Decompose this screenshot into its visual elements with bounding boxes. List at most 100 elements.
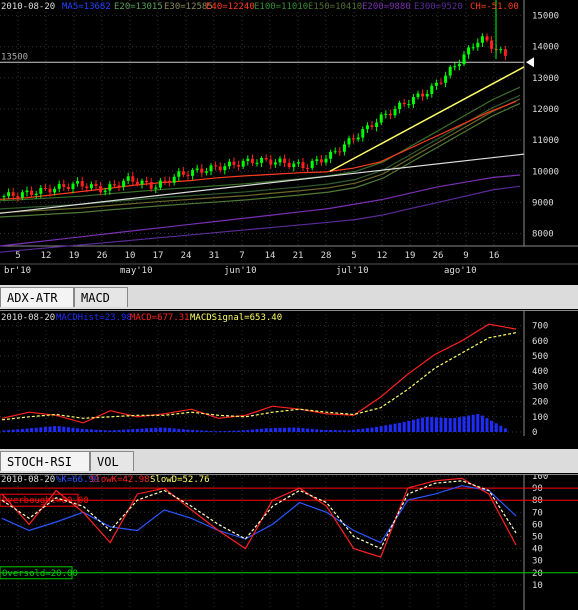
tab-adx-atr[interactable]: ADX-ATR [0, 287, 74, 307]
x-tick-label: 31 [209, 251, 220, 261]
x-tick-label: 19 [405, 251, 416, 261]
candle-body [163, 180, 167, 182]
candle-body [140, 180, 144, 185]
y-tick-label: 600 [532, 337, 548, 347]
x-tick-label: 19 [69, 251, 80, 261]
candle-body [347, 138, 351, 145]
x-tick-label: 21 [293, 251, 304, 261]
candle-body [25, 190, 29, 193]
macd-hist-bar [85, 429, 89, 432]
series-line-slowd [1, 480, 517, 550]
macd-chart: 700 600 500 400 300 200 100 0 2010-08-20 MACDHist… [0, 310, 578, 438]
x-tick-label: 26 [433, 251, 444, 261]
macd-hist-bar [11, 429, 15, 432]
macd-hist-bar [499, 425, 503, 432]
candle-body [218, 166, 222, 171]
candle-body [108, 184, 112, 191]
candle-body [76, 181, 80, 184]
oversold-label: Oversold=20.00 [2, 569, 78, 579]
candle-body [296, 162, 300, 164]
macd-hist-bar [122, 429, 126, 432]
month-label: ago'10 [444, 266, 477, 276]
candle-body [48, 188, 52, 193]
macd-hist-bar [34, 427, 38, 432]
legend-entry: MACDHist=23.98 [56, 313, 132, 323]
macd-hist-bar [278, 427, 282, 432]
candle-body [172, 176, 176, 183]
ma-line [0, 98, 521, 214]
candle-body [250, 158, 254, 163]
x-tick-label: 14 [265, 251, 276, 261]
legend-entry: E300=9520 [414, 2, 463, 12]
macd-hist-bar [246, 429, 250, 432]
overbought-label: Overbought=80.00 [2, 496, 89, 506]
macd-hist-bar [89, 429, 93, 432]
candle-body [416, 93, 420, 97]
candle-body [457, 64, 461, 67]
macd-hist-bar [117, 429, 121, 432]
macd-hist-bar [7, 430, 11, 432]
macd-hist-bar [485, 418, 489, 432]
y-tick-label: 11000 [532, 136, 559, 146]
y-tick-label: 10000 [532, 167, 559, 177]
candle-body [375, 122, 379, 128]
macd-hist-bar [112, 430, 116, 432]
stoch-rsi-chart: 100 90 80 70 60 50 40 30 20 10 Overbought=80.00 Ove… [0, 474, 578, 610]
y-tick-label: 90 [532, 484, 543, 494]
macd-hist-bar [2, 430, 6, 432]
y-tick-label: 9000 [532, 198, 554, 208]
x-tick-label: 28 [321, 251, 332, 261]
x-tick-label: 16 [489, 251, 500, 261]
macd-hist-bar [149, 428, 153, 432]
y-tick-label: 50 [532, 533, 543, 543]
macd-hist-bar [301, 428, 305, 432]
candle-body [476, 42, 480, 48]
macd-hist-bar [361, 428, 365, 432]
y-tick-label: 15000 [532, 12, 559, 22]
macd-hist-bar [39, 427, 43, 432]
macd-hist-bar [324, 429, 328, 432]
candle-body [471, 47, 475, 49]
candle-body [7, 192, 11, 197]
macd-hist-bar [370, 427, 374, 432]
series-line-k [1, 485, 517, 544]
candle-body [490, 40, 494, 49]
macd-hist-bar [76, 428, 80, 432]
y-tick-label: 70 [532, 508, 543, 518]
macd-hist-bar [416, 418, 420, 432]
price-pointer-icon [526, 57, 534, 68]
legend-entry: E150=10410 [308, 2, 362, 12]
macd-hist-bar [471, 414, 475, 432]
candle-body [2, 196, 6, 198]
macd-hist-bar [145, 428, 149, 432]
macd-hist-bar [209, 431, 213, 433]
candle-body [62, 184, 66, 187]
tab-vol[interactable]: VOL [90, 451, 134, 471]
candle-body [154, 187, 158, 189]
macd-hist-bar [237, 430, 241, 432]
macd-hist-bar [20, 428, 24, 432]
candle-body [103, 190, 107, 193]
legend-entry: %K=66.99 [56, 475, 99, 485]
macd-hist-bar [232, 430, 236, 432]
macd-hist-bar [342, 430, 346, 432]
candle-body [117, 185, 121, 187]
macd-hist-bar [439, 417, 443, 432]
legend-entry: E200=9880 [362, 2, 411, 12]
tab-macd[interactable]: MACD [74, 287, 128, 307]
macd-hist-bar [126, 429, 130, 432]
candle-body [352, 138, 356, 140]
macd-hist-bar [292, 427, 296, 432]
tab-stoch-rsi[interactable]: STOCH-RSI [0, 451, 90, 471]
candle-body [214, 165, 218, 167]
candle-body [89, 184, 93, 189]
macd-hist-bar [398, 422, 402, 432]
candle-body [191, 170, 195, 176]
y-tick-label: 8000 [532, 230, 554, 240]
macd-hist-bar [384, 425, 388, 432]
macd-hist-bar [214, 431, 218, 433]
macd-hist-bar [218, 431, 222, 433]
y-tick-label: 60 [532, 520, 543, 530]
candle-body [499, 49, 503, 51]
candle-body [283, 158, 287, 163]
